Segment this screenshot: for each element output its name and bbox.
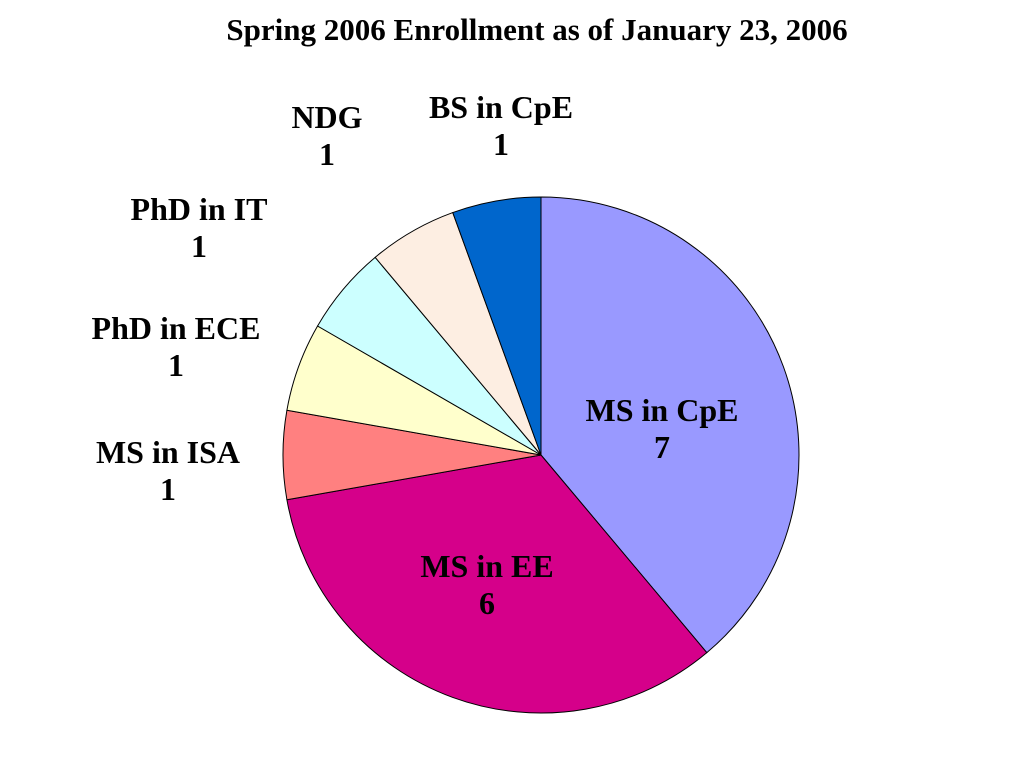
slice-label-value: 1 [168, 347, 184, 383]
slice-label-phd-in-it: PhD in IT1 [131, 191, 268, 264]
pie-slice-ms-in-cpe [540, 196, 800, 654]
pie-slice-ms-in-ee [286, 454, 708, 714]
slice-label-value: 6 [479, 585, 495, 621]
slice-label-value: 1 [493, 126, 509, 162]
slice-label-name: NDG [291, 99, 362, 135]
slice-label-value: 1 [319, 136, 335, 172]
pie-slices [282, 196, 800, 714]
pie-slice-bs-in-cpe [452, 196, 542, 456]
slice-label-name: BS in CpE [429, 89, 573, 125]
slice-label-value: 1 [191, 228, 207, 264]
slice-label-name: MS in EE [420, 548, 553, 584]
slice-label-ms-in-ee: MS in EE6 [420, 548, 553, 621]
slice-label-value: 7 [654, 429, 670, 465]
slice-label-name: MS in CpE [586, 392, 739, 428]
slice-label-name: PhD in IT [131, 191, 268, 227]
slice-label-value: 1 [160, 471, 176, 507]
slice-label-name: PhD in ECE [92, 310, 261, 346]
slice-label-name: MS in ISA [96, 434, 240, 470]
chart-title: Spring 2006 Enrollment as of January 23,… [226, 12, 848, 47]
